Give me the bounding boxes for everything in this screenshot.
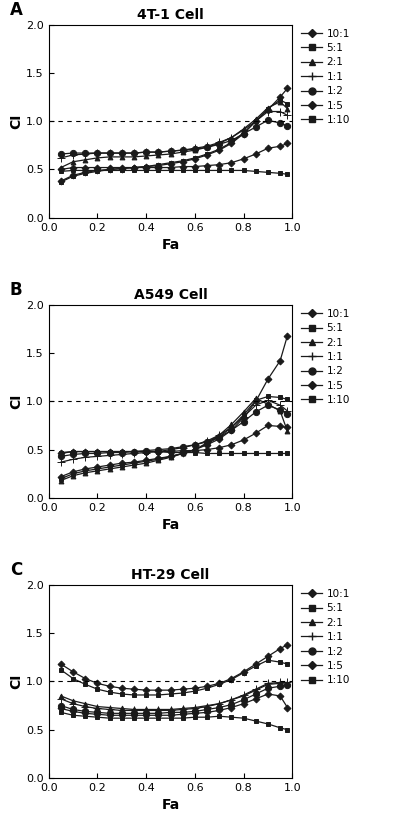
Text: A: A (10, 1, 23, 19)
Text: C: C (10, 561, 22, 579)
Title: 4T-1 Cell: 4T-1 Cell (137, 8, 203, 22)
Legend: 10:1, 5:1, 2:1, 1:1, 1:2, 1:5, 1:10: 10:1, 5:1, 2:1, 1:1, 1:2, 1:5, 1:10 (296, 25, 353, 129)
Y-axis label: CI: CI (9, 114, 23, 129)
X-axis label: Fa: Fa (161, 518, 179, 532)
Title: A549 Cell: A549 Cell (133, 288, 207, 302)
X-axis label: Fa: Fa (161, 799, 179, 812)
Y-axis label: CI: CI (9, 394, 23, 409)
Legend: 10:1, 5:1, 2:1, 1:1, 1:2, 1:5, 1:10: 10:1, 5:1, 2:1, 1:1, 1:2, 1:5, 1:10 (296, 305, 353, 410)
Text: B: B (10, 281, 22, 299)
Legend: 10:1, 5:1, 2:1, 1:1, 1:2, 1:5, 1:10: 10:1, 5:1, 2:1, 1:1, 1:2, 1:5, 1:10 (296, 585, 353, 690)
X-axis label: Fa: Fa (161, 238, 179, 252)
Y-axis label: CI: CI (9, 674, 23, 689)
Title: HT-29 Cell: HT-29 Cell (131, 568, 209, 582)
